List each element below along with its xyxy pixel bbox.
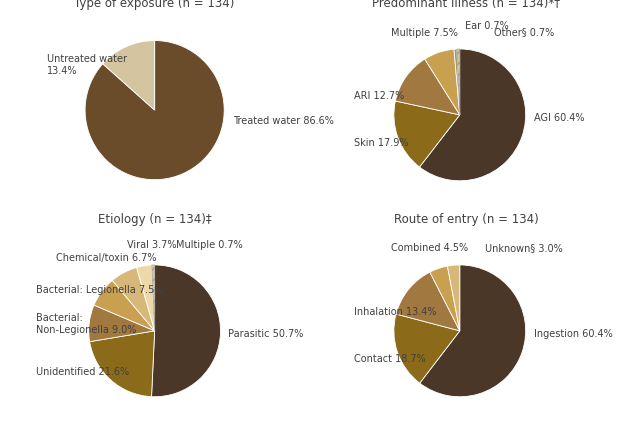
Wedge shape xyxy=(420,265,525,397)
Wedge shape xyxy=(454,49,460,115)
Wedge shape xyxy=(430,266,460,331)
Text: Other§ 0.7%: Other§ 0.7% xyxy=(494,28,555,37)
Text: Bacterial:
Non-Legionella 9.0%: Bacterial: Non-Legionella 9.0% xyxy=(36,314,137,335)
Text: Skin 17.9%: Skin 17.9% xyxy=(355,138,409,147)
Text: Unknown§ 3.0%: Unknown§ 3.0% xyxy=(485,244,563,253)
Text: Contact 18.7%: Contact 18.7% xyxy=(355,354,426,363)
Title: Route of entry (n = 134): Route of entry (n = 134) xyxy=(394,213,539,226)
Wedge shape xyxy=(447,265,460,331)
Text: Parasitic 50.7%: Parasitic 50.7% xyxy=(229,329,304,339)
Wedge shape xyxy=(420,49,525,181)
Text: Multiple 7.5%: Multiple 7.5% xyxy=(391,28,458,37)
Wedge shape xyxy=(394,101,460,167)
Wedge shape xyxy=(85,40,224,180)
Wedge shape xyxy=(396,59,460,115)
Text: AGI 60.4%: AGI 60.4% xyxy=(533,113,584,123)
Text: Viral 3.7%: Viral 3.7% xyxy=(127,240,176,250)
Wedge shape xyxy=(457,49,460,115)
Wedge shape xyxy=(112,267,155,331)
Text: Unidentified 21.6%: Unidentified 21.6% xyxy=(36,367,129,377)
Text: ARI 12.7%: ARI 12.7% xyxy=(355,91,405,102)
Wedge shape xyxy=(152,265,220,397)
Wedge shape xyxy=(394,314,460,383)
Text: Multiple 0.7%: Multiple 0.7% xyxy=(176,240,242,250)
Wedge shape xyxy=(102,40,155,110)
Title: Predominant illness (n = 134)*†: Predominant illness (n = 134)*† xyxy=(373,0,560,10)
Text: Combined 4.5%: Combined 4.5% xyxy=(391,244,468,253)
Text: Untreated water
13.4%: Untreated water 13.4% xyxy=(47,54,127,76)
Wedge shape xyxy=(425,49,460,115)
Text: Inhalation 13.4%: Inhalation 13.4% xyxy=(355,307,437,317)
Text: Ear 0.7%: Ear 0.7% xyxy=(465,21,509,31)
Wedge shape xyxy=(89,305,155,342)
Text: Chemical/toxin 6.7%: Chemical/toxin 6.7% xyxy=(56,253,156,264)
Text: Bacterial: Legionella 7.5%: Bacterial: Legionella 7.5% xyxy=(36,285,163,295)
Wedge shape xyxy=(396,272,460,331)
Wedge shape xyxy=(89,331,155,397)
Text: Ingestion 60.4%: Ingestion 60.4% xyxy=(533,329,612,339)
Wedge shape xyxy=(152,265,155,331)
Title: Etiology (n = 134)‡: Etiology (n = 134)‡ xyxy=(98,213,212,226)
Title: Type of exposure (n = 134): Type of exposure (n = 134) xyxy=(75,0,235,10)
Text: Treated water 86.6%: Treated water 86.6% xyxy=(232,116,333,125)
Wedge shape xyxy=(94,280,155,331)
Wedge shape xyxy=(137,265,155,331)
